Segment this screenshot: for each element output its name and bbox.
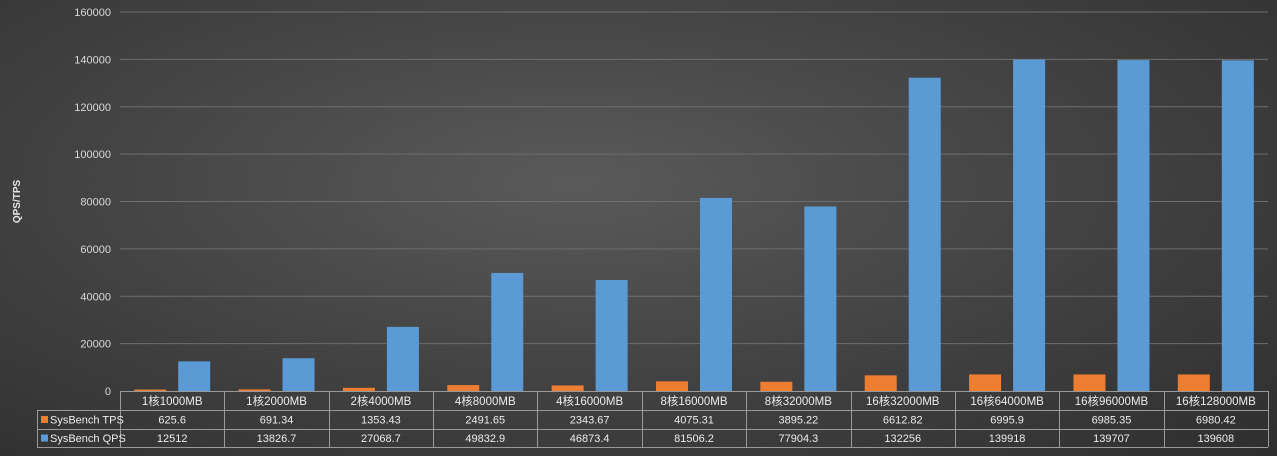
qps-bar xyxy=(804,206,837,391)
category-label: 8核16000MB xyxy=(660,394,727,408)
y-axis-label: QPS/TPS xyxy=(12,180,23,224)
tps-bar xyxy=(760,381,793,391)
legend-label: SysBench TPS xyxy=(50,415,124,427)
gridlines xyxy=(120,11,1268,345)
data-label: 46873.4 xyxy=(570,433,610,445)
qps-bar xyxy=(282,358,315,391)
y-tick-label: 20000 xyxy=(80,339,111,351)
y-tick-label: 40000 xyxy=(80,291,111,303)
category-label: 1核1000MB xyxy=(142,394,203,408)
tps-bar xyxy=(1177,374,1210,391)
data-table: 1核1000MB 1核2000MB 2核4000MB 4核8000MB 4核16000M… xyxy=(37,391,1269,448)
data-label: 6985.35 xyxy=(1092,415,1132,427)
qps-bar xyxy=(386,326,419,391)
tps-bar xyxy=(342,387,375,391)
qps-bar xyxy=(1221,60,1254,391)
y-tick-label: 120000 xyxy=(74,102,111,114)
data-label: 6980.42 xyxy=(1196,415,1236,427)
category-label: 1核2000MB xyxy=(246,394,307,408)
tps-bar xyxy=(969,374,1002,391)
data-label: 6995.9 xyxy=(990,415,1024,427)
data-label: 3895.22 xyxy=(778,415,818,427)
data-label: 691.34 xyxy=(260,415,294,427)
qps-bar xyxy=(1013,59,1046,391)
bars xyxy=(134,59,1254,392)
qps-bar xyxy=(178,361,211,391)
category-label: 16核64000MB xyxy=(970,394,1044,408)
legend-swatch xyxy=(41,434,48,442)
category-label: 4核8000MB xyxy=(455,394,516,408)
qps-bar xyxy=(700,197,732,391)
data-label: 4075.31 xyxy=(674,415,714,427)
data-label: 77904.3 xyxy=(778,433,818,445)
tps-bar xyxy=(656,381,688,391)
y-tick-label: 160000 xyxy=(74,7,111,19)
data-label: 625.6 xyxy=(158,415,186,427)
data-label: 81506.2 xyxy=(674,433,714,445)
data-label: 139608 xyxy=(1197,433,1234,445)
tps-bar xyxy=(551,385,584,391)
data-label: 27068.7 xyxy=(361,433,401,445)
data-label: 6612.82 xyxy=(883,415,923,427)
y-tick-label: 0 xyxy=(105,386,111,398)
tps-bar xyxy=(1073,374,1106,391)
y-tick-label: 100000 xyxy=(74,149,111,161)
y-tick-label: 80000 xyxy=(80,197,111,209)
legend-label: SysBench QPS xyxy=(50,433,126,445)
tps-bar xyxy=(134,389,167,391)
category-label: 16核32000MB xyxy=(866,394,940,408)
data-label: 1353.43 xyxy=(361,415,401,427)
category-label: 8核32000MB xyxy=(765,394,832,408)
qps-bar xyxy=(1117,60,1150,392)
data-label: 12512 xyxy=(157,433,188,445)
y-tick-label: 140000 xyxy=(74,54,111,66)
data-label: 2491.65 xyxy=(465,415,505,427)
tps-bar xyxy=(447,385,480,391)
data-label: 132256 xyxy=(884,433,921,445)
data-label: 13826.7 xyxy=(257,433,297,445)
data-label: 139707 xyxy=(1093,433,1130,445)
data-label: 2343.67 xyxy=(570,415,610,427)
qps-bar xyxy=(491,272,524,391)
category-label: 2核4000MB xyxy=(351,394,412,408)
y-tick-labels: 0 20000 40000 60000 80000 100000 120000 140000 1… xyxy=(74,7,111,398)
category-label: 16核96000MB xyxy=(1075,394,1149,408)
data-label: 139918 xyxy=(989,433,1026,445)
qps-bar xyxy=(908,77,941,391)
legend-swatch xyxy=(41,416,48,423)
data-label: 49832.9 xyxy=(465,433,505,445)
y-tick-label: 60000 xyxy=(80,244,111,256)
tps-bar xyxy=(238,389,271,391)
category-label: 4核16000MB xyxy=(556,394,623,408)
tps-bar xyxy=(864,375,897,391)
qps-bar xyxy=(595,279,628,391)
category-label: 16核128000MB xyxy=(1176,394,1256,408)
